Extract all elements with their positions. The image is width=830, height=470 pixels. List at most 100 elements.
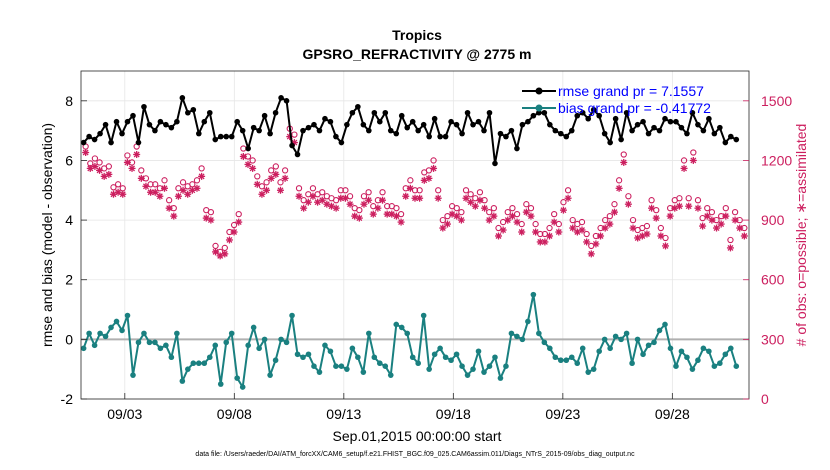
rmse-point (678, 124, 685, 131)
obs-possible-point (439, 216, 446, 224)
obs-assimilated-point (161, 184, 168, 192)
obs-assimilated-point (490, 212, 498, 220)
bias-point (404, 330, 411, 337)
obs-possible-point (523, 201, 530, 208)
obs-assimilated-point (457, 216, 465, 224)
obs-assimilated-point (225, 236, 233, 244)
rmse-point (152, 127, 158, 134)
obs-possible-point (337, 187, 344, 194)
bias-point (108, 324, 114, 331)
obs-assimilated-point (462, 194, 470, 202)
right-axis: 0 300 600 900 1200 1500 (743, 93, 792, 407)
obs-assimilated-point (652, 214, 660, 222)
rmse-point (267, 130, 273, 137)
rmse-point (86, 133, 92, 140)
bias-point (541, 339, 548, 346)
obs-assimilated-point (184, 190, 192, 198)
obs-possible-point (625, 193, 632, 200)
obs-assimilated-point (309, 192, 317, 200)
bias-point (530, 291, 537, 298)
rmse-point (634, 121, 641, 128)
bias-point (525, 318, 531, 325)
rmse-point (234, 118, 240, 125)
rmse-point (667, 118, 674, 125)
rmse-point (278, 95, 284, 101)
rmse-point (728, 133, 734, 140)
rmse-point (437, 133, 443, 140)
bias-point (415, 360, 421, 367)
legend-bias-label: bias grand pr = -0.41772 (558, 100, 711, 116)
obs-possible-point (620, 151, 627, 158)
obs-assimilated-point (105, 170, 113, 178)
rmse-point (656, 127, 663, 134)
bias-point (662, 321, 668, 328)
obs-assimilated-point (147, 188, 155, 196)
obs-assimilated-point (355, 214, 363, 222)
obs-assimilated-point (689, 156, 697, 164)
bias-point (645, 342, 652, 349)
rmse-point (519, 121, 526, 128)
rmse-point (108, 139, 114, 146)
bias-point (382, 363, 389, 370)
bias-point (667, 345, 674, 352)
rmse-point (695, 121, 701, 128)
bias-point (239, 384, 246, 390)
bias-point (437, 345, 443, 352)
obs-possible-point (212, 242, 219, 250)
obs-assimilated-point (295, 192, 303, 200)
rmse-point (91, 136, 98, 143)
obs-possible-point (532, 220, 539, 228)
obs-assimilated-point (360, 200, 368, 208)
obs-assimilated-point (592, 240, 600, 248)
rmse-point (245, 145, 251, 152)
obs-assimilated-point (179, 186, 187, 194)
rmse-point (541, 109, 548, 116)
rmse-point (283, 98, 290, 104)
obs-possible-point (235, 210, 242, 218)
obs-assimilated-point (666, 212, 674, 220)
bias-point (185, 366, 191, 372)
bias-point (536, 330, 542, 337)
obs-possible-point (221, 244, 228, 252)
rmse-point (124, 118, 131, 125)
rmse-point (530, 112, 537, 119)
bias-point (256, 345, 262, 352)
bias-point (311, 363, 317, 370)
obs-possible-point (551, 210, 558, 218)
bias-point (272, 357, 279, 364)
obs-possible-point (643, 222, 651, 230)
obs-possible-point (124, 152, 131, 159)
rmse-point (250, 124, 257, 131)
bias-layer (80, 291, 740, 390)
obs-possible-point (527, 205, 535, 212)
rmse-point (228, 133, 235, 140)
y-tick-label-left: 0 (65, 331, 73, 347)
obs-possible-point (430, 157, 437, 164)
obs-possible-point (319, 189, 326, 196)
obs-possible-point (560, 199, 567, 206)
rmse-point (722, 139, 729, 146)
rmse-point (717, 124, 723, 131)
obs-possible-point (602, 216, 609, 224)
obs-assimilated-point (128, 164, 136, 172)
bias-point (135, 339, 142, 346)
obs-possible-point (435, 187, 442, 194)
rmse-point (426, 133, 432, 140)
rmse-point (113, 118, 120, 125)
obs-assimilated-point (416, 194, 424, 202)
obs-assimilated-point (207, 216, 215, 224)
obs-possible-point (384, 203, 391, 210)
bias-point (728, 345, 734, 352)
rmse-point (80, 139, 87, 146)
rmse-point (206, 109, 213, 116)
obs-assimilated-point (606, 220, 614, 228)
obs-possible-point (490, 205, 498, 212)
bias-point (289, 312, 295, 319)
obs-assimilated-point (235, 218, 243, 226)
rmse-point (607, 139, 613, 146)
rmse-point (371, 109, 378, 116)
obs-possible-point (309, 185, 317, 192)
bias-point (305, 351, 312, 358)
obs-possible-point (379, 189, 386, 196)
rmse-point (135, 139, 142, 146)
